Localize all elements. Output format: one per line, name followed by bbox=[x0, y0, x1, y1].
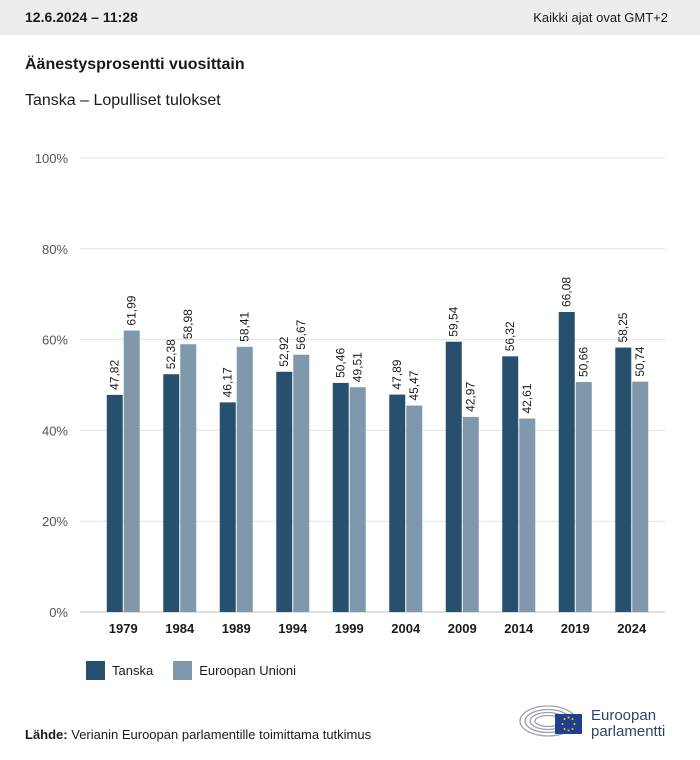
data-label: 52,92 bbox=[277, 336, 291, 366]
chart-title: Äänestysprosentti vuosittain bbox=[25, 56, 245, 73]
legend-item-eu: Euroopan Unioni bbox=[173, 661, 296, 680]
parliament-emblem-icon bbox=[519, 705, 582, 737]
legend-item-tanska: Tanska bbox=[86, 661, 153, 680]
data-label: 50,66 bbox=[577, 347, 591, 377]
bar-eu bbox=[519, 418, 536, 612]
data-label: 47,82 bbox=[108, 360, 122, 390]
bar-tanska bbox=[106, 394, 123, 612]
data-label: 58,98 bbox=[181, 309, 195, 339]
data-label: 49,51 bbox=[351, 352, 365, 382]
data-label: 42,61 bbox=[520, 383, 534, 413]
x-tick-label: 1984 bbox=[165, 621, 195, 636]
x-tick-label: 2004 bbox=[391, 621, 421, 636]
bar-eu bbox=[236, 346, 253, 612]
bar-eu bbox=[180, 344, 197, 612]
data-label: 58,41 bbox=[238, 311, 252, 341]
x-tick-label: 1979 bbox=[109, 621, 138, 636]
x-tick-label: 1994 bbox=[278, 621, 308, 636]
bar-tanska bbox=[219, 402, 236, 612]
top-bar: 12.6.2024 – 11:28 Kaikki ajat ovat GMT+2 bbox=[0, 0, 700, 35]
data-label: 58,25 bbox=[616, 312, 630, 342]
data-label: 56,32 bbox=[503, 321, 517, 351]
legend-label-eu: Euroopan Unioni bbox=[199, 663, 297, 678]
bar-tanska bbox=[558, 311, 575, 612]
legend-label-tanska: Tanska bbox=[112, 663, 154, 678]
data-label: 46,17 bbox=[221, 367, 235, 397]
y-tick-label: 0% bbox=[49, 605, 68, 620]
data-label: 61,99 bbox=[125, 295, 139, 325]
bar-eu bbox=[349, 387, 366, 612]
logo-line2: parlamentti bbox=[591, 723, 666, 740]
bar-eu bbox=[406, 405, 423, 612]
x-tick-label: 1989 bbox=[222, 621, 251, 636]
chart-subtitle: Tanska – Lopulliset tulokset bbox=[25, 92, 221, 109]
x-tick-label: 2014 bbox=[504, 621, 534, 636]
logo-text: Euroopan parlamentti bbox=[591, 708, 665, 740]
data-label: 66,08 bbox=[560, 277, 574, 307]
legend-swatch-tanska bbox=[86, 661, 105, 680]
logo-line1: Euroopan bbox=[591, 707, 657, 724]
source-text: Verianin Euroopan parlamentille toimitta… bbox=[71, 727, 372, 742]
legend: Tanska Euroopan Unioni bbox=[86, 661, 316, 680]
bar-eu bbox=[575, 382, 592, 612]
bar-tanska bbox=[502, 356, 519, 612]
european-parliament-logo: Euroopan parlamentti bbox=[518, 700, 683, 742]
data-label: 50,46 bbox=[334, 348, 348, 378]
source-note: Lähde: Verianin Euroopan parlamentille t… bbox=[25, 727, 371, 742]
bar-eu bbox=[123, 330, 140, 612]
y-tick-label: 60% bbox=[42, 333, 68, 348]
bar-tanska bbox=[276, 371, 293, 612]
data-label: 56,67 bbox=[294, 319, 308, 349]
legend-swatch-eu bbox=[173, 661, 193, 680]
timezone-note: Kaikki ajat ovat GMT+2 bbox=[533, 10, 668, 25]
data-label: 50,74 bbox=[633, 346, 647, 376]
bar-tanska bbox=[389, 394, 406, 612]
y-tick-label: 40% bbox=[42, 423, 68, 438]
bar-tanska bbox=[445, 341, 462, 612]
y-tick-label: 80% bbox=[42, 242, 68, 257]
x-tick-label: 1999 bbox=[335, 621, 364, 636]
x-tick-label: 2024 bbox=[617, 621, 647, 636]
date-time: 12.6.2024 – 11:28 bbox=[25, 9, 138, 25]
source-label: Lähde: bbox=[25, 727, 68, 742]
y-tick-label: 20% bbox=[42, 514, 68, 529]
bar-tanska bbox=[163, 374, 180, 612]
y-tick-label: 100% bbox=[35, 151, 69, 166]
x-tick-label: 2019 bbox=[561, 621, 590, 636]
bar-eu bbox=[462, 416, 479, 612]
data-label: 47,89 bbox=[390, 359, 404, 389]
bar-eu bbox=[632, 381, 649, 612]
x-tick-label: 2009 bbox=[448, 621, 477, 636]
bar-eu bbox=[293, 354, 310, 612]
data-label: 45,47 bbox=[407, 370, 421, 400]
data-label: 52,38 bbox=[164, 339, 178, 369]
data-label: 59,54 bbox=[447, 306, 461, 336]
bar-tanska bbox=[615, 347, 632, 612]
data-label: 42,97 bbox=[464, 382, 478, 412]
bar-tanska bbox=[332, 382, 349, 612]
bar-chart: 0%20%40%60%80%100%47,8261,99197952,3858,… bbox=[35, 151, 665, 636]
